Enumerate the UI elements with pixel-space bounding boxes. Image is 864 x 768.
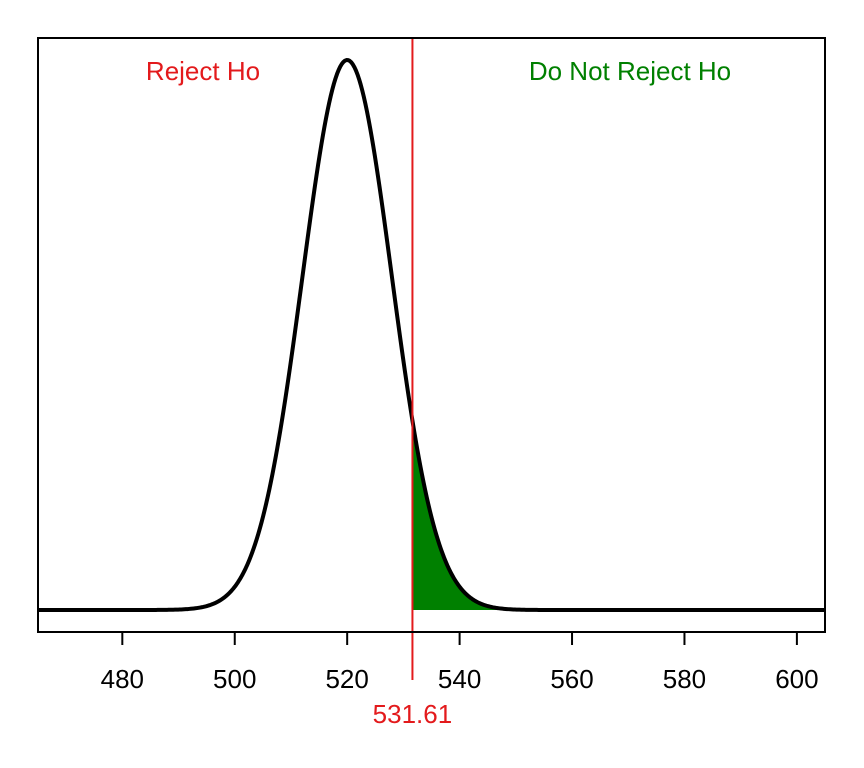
do-not-reject-shaded-area (412, 420, 825, 610)
do-not-reject-region-label: Do Not Reject Ho (529, 56, 731, 86)
x-tick-label: 580 (663, 664, 706, 694)
x-tick-label: 560 (550, 664, 593, 694)
x-tick-label: 600 (775, 664, 818, 694)
x-tick-label: 500 (213, 664, 256, 694)
x-axis-ticks: 480 500 520 540 560 580 600 (101, 632, 819, 694)
reject-region-label: Reject Ho (146, 56, 260, 86)
critical-value-label: 531.61 (373, 699, 453, 729)
x-tick-label: 480 (101, 664, 144, 694)
x-tick-label: 540 (438, 664, 481, 694)
x-tick-label: 520 (325, 664, 368, 694)
density-curve (37, 58, 826, 612)
